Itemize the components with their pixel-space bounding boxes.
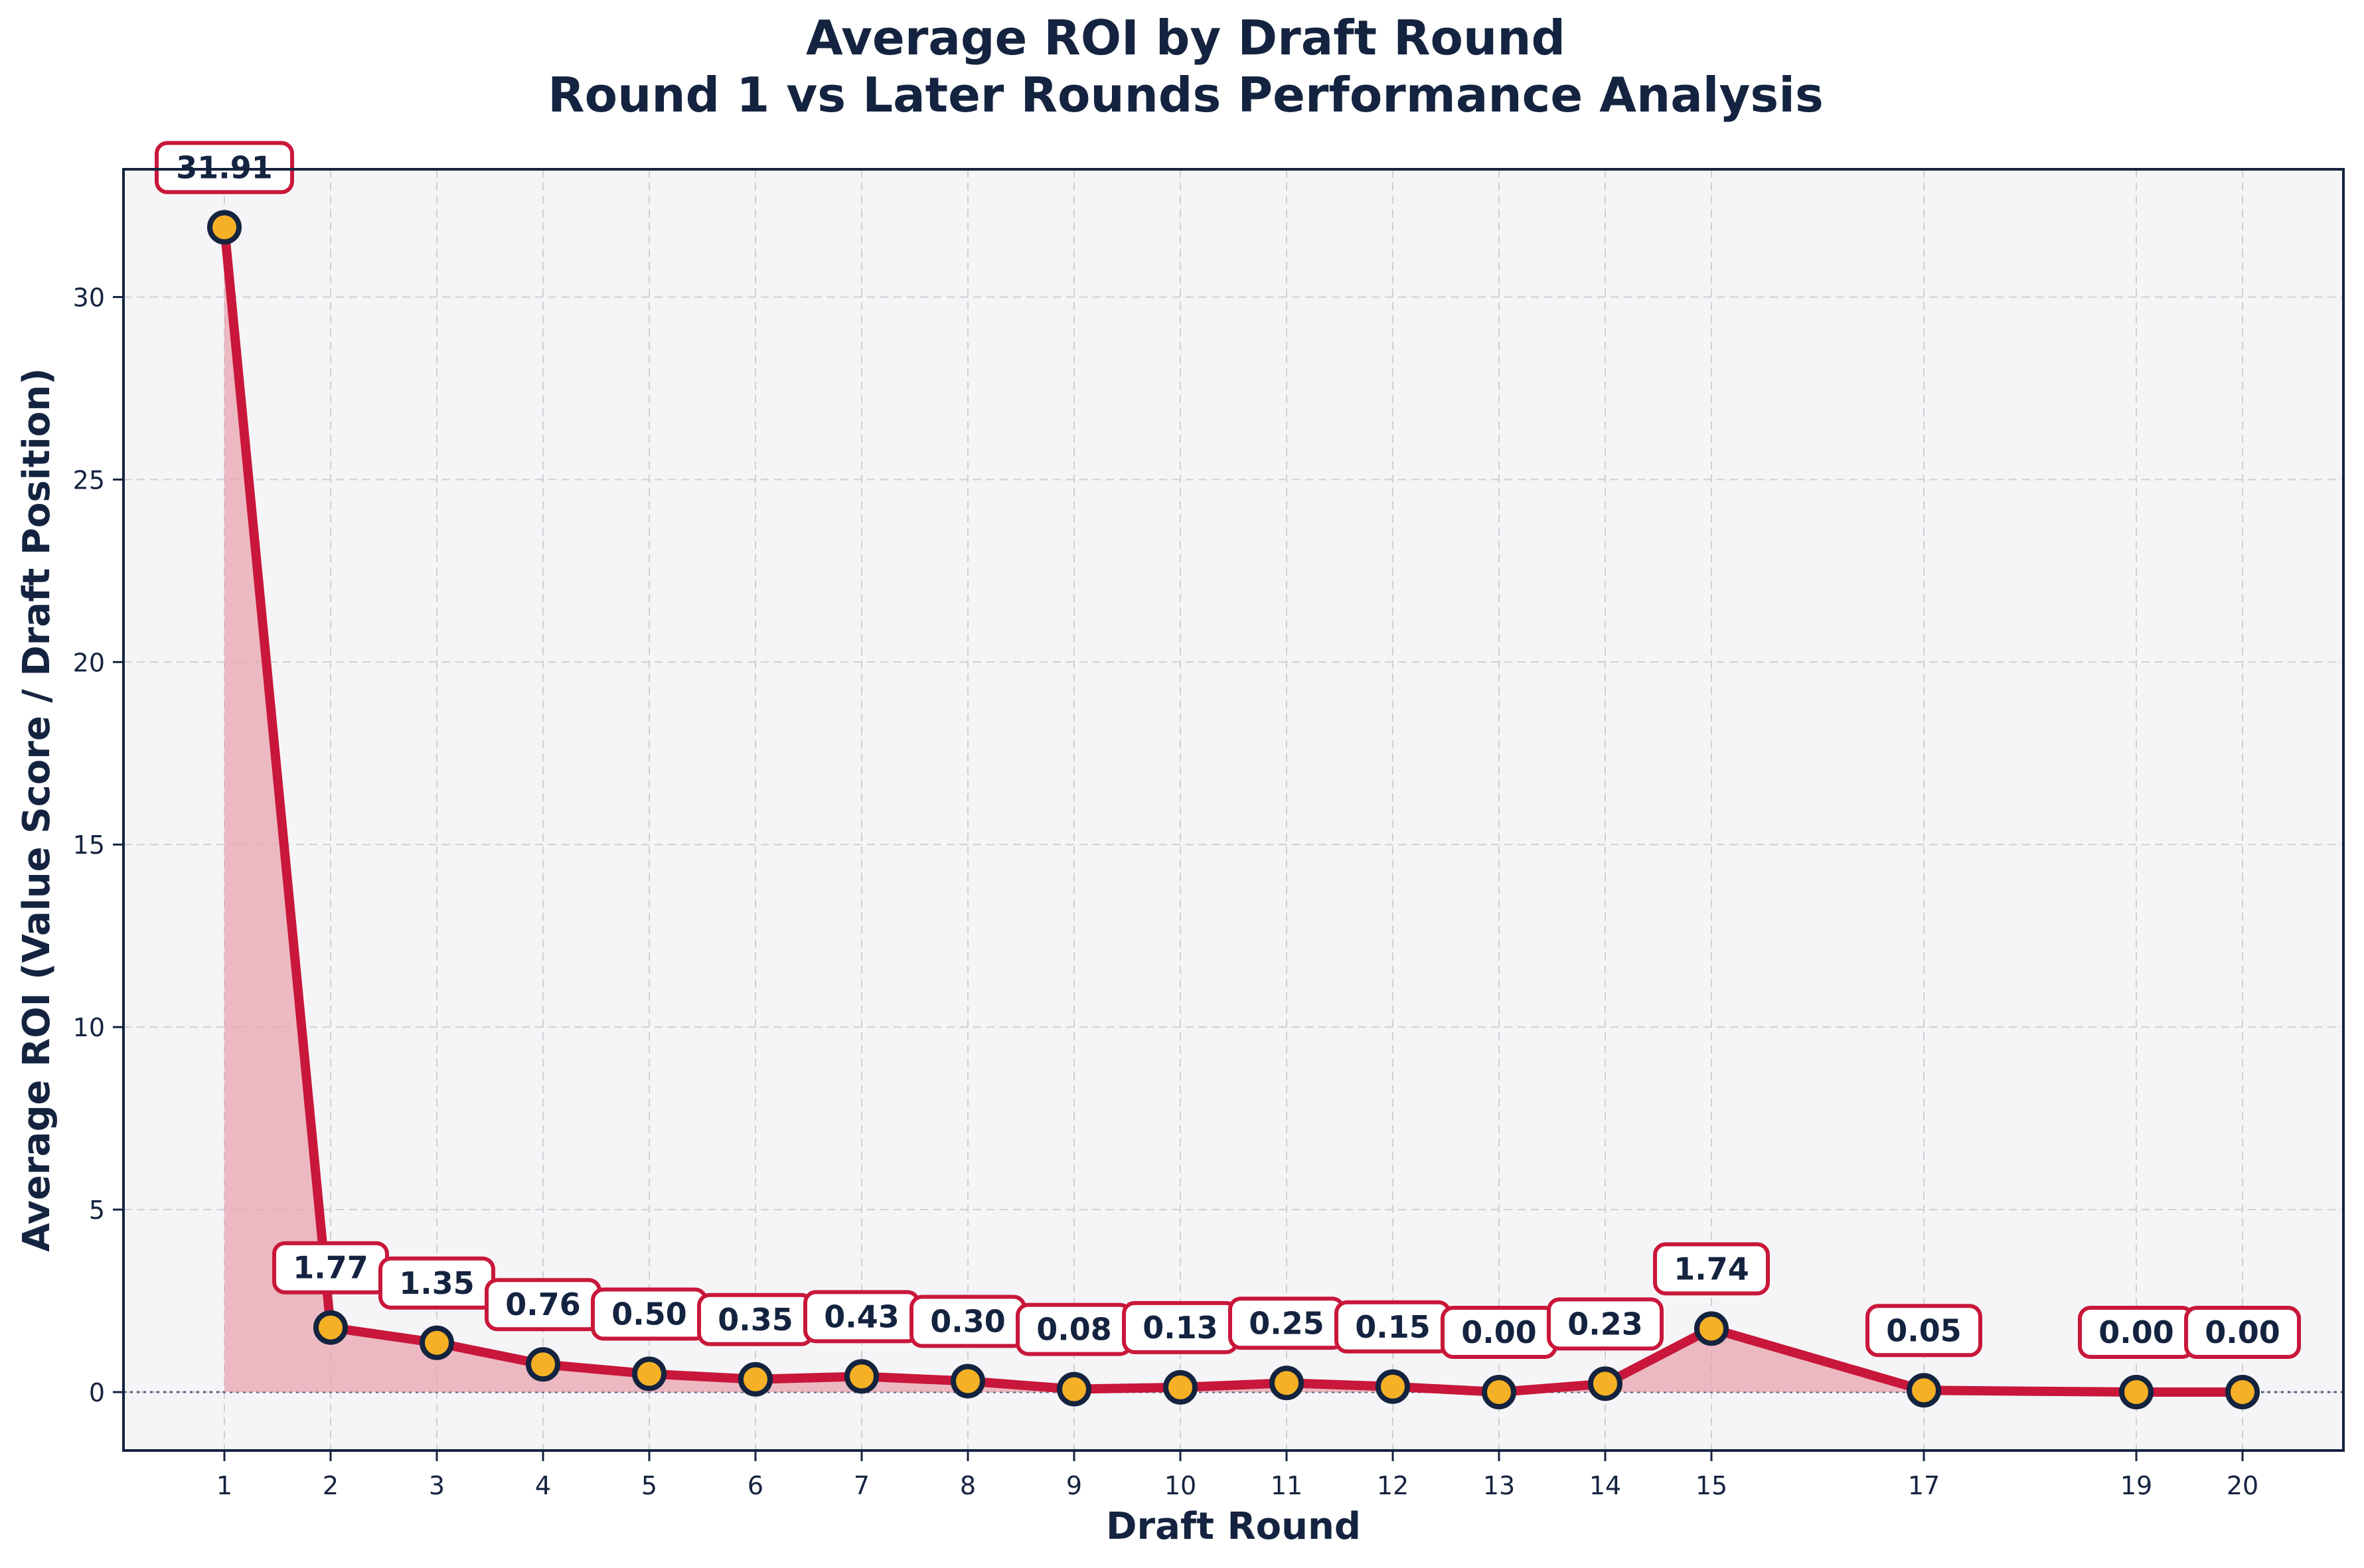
data-point xyxy=(1694,1311,1729,1346)
x-tick-label: 8 xyxy=(960,1471,976,1500)
plot-frame xyxy=(122,168,2345,1452)
data-point xyxy=(1376,1369,1410,1404)
roi-series-line xyxy=(220,222,2247,1397)
y-axis-ticks: 0 5 10 15 20 25 30 xyxy=(73,283,123,1407)
data-label: 0.30 xyxy=(930,1304,1006,1340)
data-label: 0.05 xyxy=(1886,1312,1962,1348)
data-point xyxy=(1907,1373,1941,1408)
data-label: 0.13 xyxy=(1143,1310,1218,1346)
data-label-box xyxy=(1865,1304,1982,1358)
data-point xyxy=(313,1310,348,1345)
x-tick-label: 12 xyxy=(1377,1471,1409,1500)
data-point xyxy=(420,1325,454,1360)
data-label: 0.35 xyxy=(718,1302,793,1338)
data-label-box xyxy=(1653,1242,1770,1296)
data-label: 0.08 xyxy=(1036,1312,1112,1348)
data-point xyxy=(1163,1370,1198,1405)
y-axis-label: Average ROI (Value Score / Draft Positio… xyxy=(15,368,58,1252)
x-tick-label: 3 xyxy=(429,1471,445,1500)
x-tick-label: 13 xyxy=(1483,1471,1515,1500)
x-tick-label: 20 xyxy=(2227,1471,2258,1500)
data-label: 1.35 xyxy=(399,1265,475,1301)
data-point xyxy=(738,1362,773,1397)
data-label: 0.00 xyxy=(2098,1314,2174,1350)
data-point xyxy=(1588,1366,1622,1401)
x-tick-label: 5 xyxy=(641,1471,657,1500)
data-point-markers xyxy=(207,210,2260,1410)
data-label-box xyxy=(2184,1306,2301,1360)
data-label-box xyxy=(1547,1297,1664,1351)
x-tick-label: 6 xyxy=(748,1471,763,1500)
data-label: 0.00 xyxy=(2205,1314,2280,1350)
data-label: 0.76 xyxy=(505,1287,581,1322)
data-point xyxy=(1057,1372,1091,1407)
data-point xyxy=(844,1359,879,1394)
x-axis-ticks: 1 2 3 4 5 6 7 8 9 10 11 12 13 14 15 17 19 20 xyxy=(216,1450,2258,1500)
data-label: 0.25 xyxy=(1249,1305,1324,1341)
data-point xyxy=(1482,1375,1516,1410)
data-label: 0.15 xyxy=(1355,1309,1431,1345)
data-value-labels: 31.91 1.77 1.35 0.76 0.50 0.35 0.43 0.30 0.08 0.1… xyxy=(155,141,2301,1360)
data-label: 31.91 xyxy=(176,149,273,185)
data-label: 0.43 xyxy=(824,1298,900,1334)
chart-subtitle: Round 1 vs Later Rounds Performance Anal… xyxy=(548,67,1824,123)
x-tick-label: 15 xyxy=(1695,1471,1727,1500)
grid-lines xyxy=(123,169,2343,1450)
plot-area xyxy=(123,169,2343,1450)
data-label: 0.23 xyxy=(1567,1306,1643,1342)
data-label-box xyxy=(155,141,294,195)
data-label: 1.74 xyxy=(1674,1251,1749,1287)
data-point xyxy=(207,210,242,245)
data-label: 1.77 xyxy=(293,1250,368,1286)
y-tick-label: 5 xyxy=(89,1196,105,1225)
data-label: 0.50 xyxy=(611,1296,687,1332)
data-point xyxy=(2225,1375,2260,1410)
y-tick-label: 30 xyxy=(73,283,105,312)
x-tick-label: 19 xyxy=(2120,1471,2152,1500)
y-tick-label: 20 xyxy=(73,648,105,677)
data-point xyxy=(526,1347,560,1382)
data-point xyxy=(951,1364,985,1399)
data-point xyxy=(2119,1375,2154,1410)
x-tick-label: 14 xyxy=(1589,1471,1621,1500)
x-tick-label: 2 xyxy=(323,1471,339,1500)
data-point xyxy=(1269,1366,1304,1401)
x-axis-label: Draft Round xyxy=(1106,1505,1361,1548)
x-tick-label: 17 xyxy=(1908,1471,1940,1500)
chart-title: Average ROI by Draft Round xyxy=(806,10,1565,66)
data-label: 0.00 xyxy=(1461,1314,1537,1350)
y-tick-label: 25 xyxy=(73,465,105,495)
y-tick-label: 10 xyxy=(73,1013,105,1042)
y-tick-label: 15 xyxy=(73,830,105,860)
x-tick-label: 4 xyxy=(535,1471,551,1500)
x-tick-label: 11 xyxy=(1271,1471,1302,1500)
y-tick-label: 0 xyxy=(89,1378,105,1407)
x-tick-label: 10 xyxy=(1164,1471,1196,1500)
x-tick-label: 1 xyxy=(216,1471,232,1500)
data-point xyxy=(632,1356,667,1391)
x-tick-label: 7 xyxy=(854,1471,870,1500)
x-tick-label: 9 xyxy=(1066,1471,1082,1500)
